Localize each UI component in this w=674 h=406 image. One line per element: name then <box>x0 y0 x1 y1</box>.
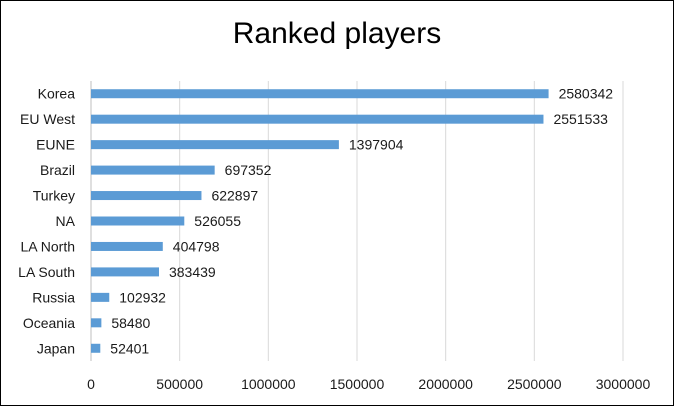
data-label: 52401 <box>110 340 149 356</box>
bar <box>91 343 101 353</box>
x-tick-label: 0 <box>87 376 95 392</box>
bar <box>91 318 102 328</box>
x-tick-label: 2500000 <box>507 376 562 392</box>
data-label: 1397904 <box>349 137 404 153</box>
data-label: 697352 <box>225 162 272 178</box>
x-tick-label: 2000000 <box>418 376 473 392</box>
category-label: Oceania <box>23 315 75 331</box>
category-label: EU West <box>20 111 75 127</box>
category-label: EUNE <box>36 137 75 153</box>
bar <box>91 267 159 277</box>
category-label: Korea <box>38 86 76 102</box>
bar <box>91 292 110 302</box>
x-tick-label: 1500000 <box>330 376 385 392</box>
x-tick-label: 1000000 <box>241 376 296 392</box>
bar <box>91 241 163 251</box>
data-label: 2551533 <box>553 111 608 127</box>
bar <box>91 216 185 226</box>
data-label: 102932 <box>119 289 166 305</box>
category-label: LA North <box>21 238 75 254</box>
category-labels: Korea EU West EUNE Brazil Turkey NA LA North LA… <box>18 86 75 357</box>
x-tick-label: 3000000 <box>596 376 651 392</box>
bar <box>91 89 549 99</box>
bar <box>91 191 202 201</box>
chart-title: Ranked players <box>232 17 442 50</box>
bars <box>91 89 549 353</box>
category-label: Turkey <box>33 188 75 204</box>
category-label: LA South <box>18 264 75 280</box>
data-label: 622897 <box>211 188 258 204</box>
bar <box>91 114 544 124</box>
data-label: 404798 <box>173 238 220 254</box>
x-tick-labels: 0 500000 1000000 1500000 2000000 2500000 30000… <box>87 376 650 392</box>
bar <box>91 165 215 175</box>
data-label: 526055 <box>194 213 241 229</box>
category-label: Brazil <box>40 162 75 178</box>
data-labels: 2580342 2551533 1397904 697352 622897 526055 4… <box>110 86 613 357</box>
data-label: 383439 <box>169 264 216 280</box>
category-label: Russia <box>32 289 75 305</box>
category-label: NA <box>56 213 76 229</box>
data-label: 58480 <box>111 315 150 331</box>
data-label: 2580342 <box>559 86 614 102</box>
category-label: Japan <box>37 340 75 356</box>
bar <box>91 140 339 150</box>
x-tick-label: 500000 <box>156 376 203 392</box>
